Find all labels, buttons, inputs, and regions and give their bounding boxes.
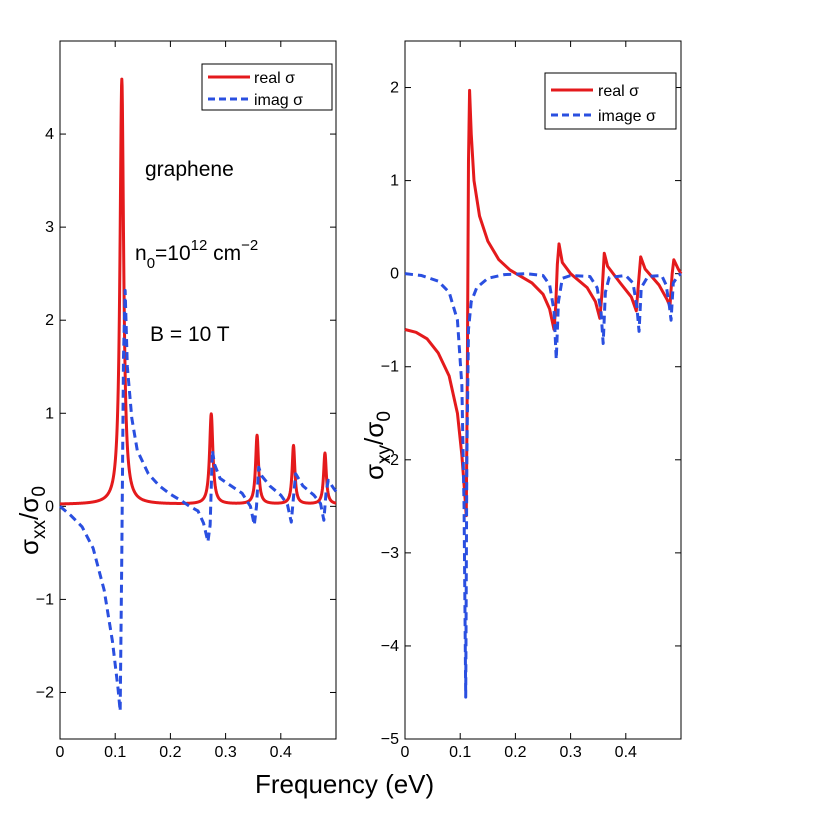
right-ytick-label: −4: [381, 638, 399, 655]
right-ytick-label: 1: [390, 173, 399, 190]
left-ytick-label: 0: [45, 498, 54, 515]
right-series-imag-line: [404, 272, 682, 699]
field-label: B = 10 T: [150, 323, 230, 346]
right-xtick-label: 0.2: [504, 744, 526, 761]
left-ticks: 0 0.1 0.2 0.3 0.4 −2 −1 0 1 2 3 4: [36, 41, 336, 761]
left-series-imag-line: [59, 288, 338, 713]
left-lines: [58, 77, 338, 713]
right-panel: 0 0.1 0.2 0.3 0.4 −5 −4 −3 −2 −1 0 1 2 real σ image …: [359, 40, 683, 761]
left-ytick-label: 3: [45, 219, 54, 236]
right-xtick-label: 0.1: [449, 744, 471, 761]
left-ylabel: σxx/σ0: [14, 486, 50, 555]
left-xtick-label: 0.1: [104, 744, 126, 761]
graphene-label: graphene: [145, 158, 234, 181]
density-label: n0=1012 cm−2: [135, 237, 258, 272]
left-ytick-label: −2: [36, 684, 54, 701]
left-panel: 0 0.1 0.2 0.3 0.4 −2 −1 0 1 2 3 4 graphene n0=1012 …: [14, 40, 338, 761]
left-legend: real σ imag σ: [201, 63, 333, 111]
left-legend-real-label: real σ: [254, 70, 295, 87]
left-legend-imag-label: imag σ: [254, 92, 303, 109]
right-legend-box: [544, 72, 677, 130]
right-plot-frame: [404, 40, 682, 740]
left-ytick-label: 2: [45, 312, 54, 329]
right-ytick-label: −5: [381, 731, 399, 748]
right-xtick-label: 0.3: [559, 744, 581, 761]
left-series-real-line: [58, 77, 338, 506]
right-legend-real-label: real σ: [598, 83, 639, 100]
left-xtick-label: 0.3: [214, 744, 236, 761]
left-legend-box: [201, 63, 333, 111]
right-xtick-label: 0.4: [615, 744, 637, 761]
left-ytick-label: 1: [45, 405, 54, 422]
left-xtick-label: 0: [56, 744, 65, 761]
x-axis-label: Frequency (eV): [255, 769, 434, 799]
right-ytick-label: 0: [390, 266, 399, 283]
left-plot-frame: [59, 40, 337, 740]
left-ytick-label: −1: [36, 591, 54, 608]
right-ticks: 0 0.1 0.2 0.3 0.4 −5 −4 −3 −2 −1 0 1 2: [381, 41, 681, 761]
right-ytick-label: −1: [381, 359, 399, 376]
right-lines: [404, 88, 683, 699]
right-legend: real σ image σ: [544, 72, 677, 130]
left-xtick-label: 0.2: [159, 744, 181, 761]
right-ylabel: σxy/σ0: [359, 411, 395, 480]
right-xtick-label: 0: [401, 744, 410, 761]
right-ytick-label: −3: [381, 545, 399, 562]
right-ytick-label: −2: [381, 452, 399, 469]
right-ytick-label: 2: [390, 80, 399, 97]
left-ytick-label: 4: [45, 126, 54, 143]
right-legend-imag-label: image σ: [598, 108, 656, 125]
left-xtick-label: 0.4: [270, 744, 292, 761]
right-series-real-line: [404, 88, 683, 518]
